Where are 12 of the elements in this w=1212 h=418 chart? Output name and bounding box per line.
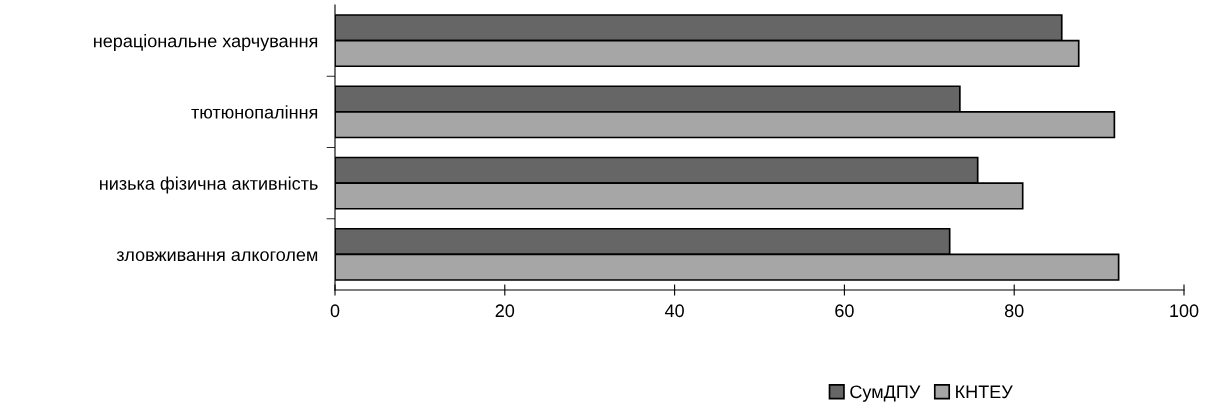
y-tick-label: зловживання алкоголем bbox=[116, 251, 318, 262]
x-tick-label: 80 bbox=[1004, 304, 1024, 318]
y-tick-label: низька фізична активність bbox=[100, 176, 318, 194]
legend-label: КНТЕУ bbox=[956, 385, 1013, 399]
legend-label: СумДПУ bbox=[850, 385, 921, 402]
x-tick-label: 100 bbox=[1170, 304, 1199, 318]
x-tick-label: 0 bbox=[330, 304, 340, 318]
y-tick-label: тютюнопаління bbox=[191, 105, 318, 119]
x-tick-label: 20 bbox=[495, 304, 515, 318]
x-tick-label: 60 bbox=[835, 304, 854, 318]
x-tick-label: 40 bbox=[664, 304, 684, 318]
y-tick-label: нераціональне харчування bbox=[94, 34, 318, 51]
